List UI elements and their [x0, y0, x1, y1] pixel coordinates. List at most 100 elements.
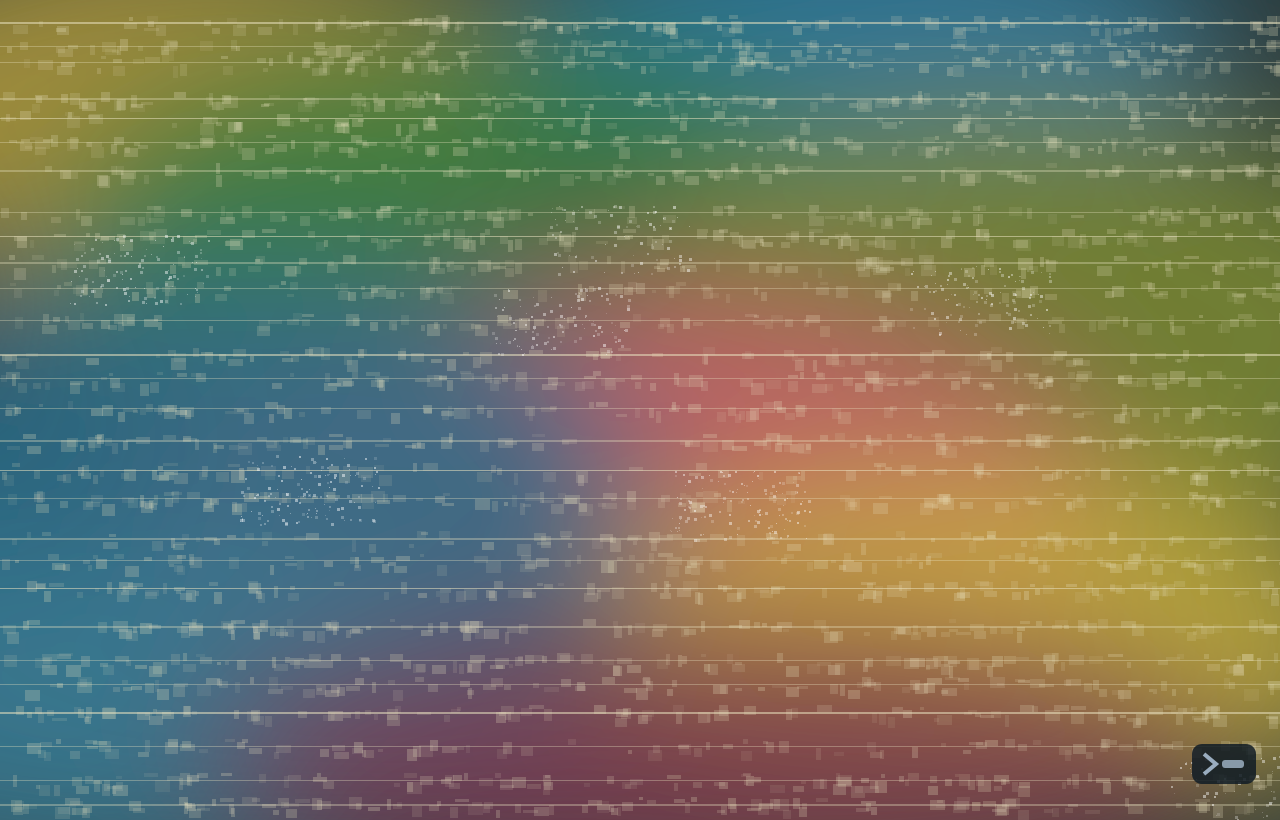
- glitch-dash: [585, 111, 590, 120]
- dark-widget-icon[interactable]: [1186, 734, 1262, 794]
- glitch-dash: [664, 581, 669, 593]
- glitch-dash: [1177, 171, 1191, 177]
- glitch-dash: [441, 21, 448, 33]
- glitch-dash: [729, 625, 742, 628]
- glitch-dash: [941, 237, 952, 248]
- glitch-speck: [189, 241, 190, 242]
- glitch-dash: [961, 532, 971, 539]
- glitch-speck: [295, 499, 298, 502]
- glitch-dash: [324, 240, 328, 247]
- scanline: [0, 538, 1280, 540]
- glitch-dash: [187, 805, 196, 811]
- glitch-dash: [1050, 138, 1057, 143]
- glitch-dash: [534, 533, 546, 541]
- glitch-dash: [702, 16, 717, 23]
- glitch-speck: [653, 206, 655, 208]
- glitch-dash: [182, 622, 196, 625]
- glitch-dash: [783, 168, 788, 175]
- glitch-dash: [45, 382, 50, 390]
- glitch-dash: [506, 169, 521, 178]
- glitch-speck: [534, 329, 535, 330]
- glitch-dash: [1263, 467, 1269, 476]
- glitch-dash: [425, 288, 433, 298]
- glitch-dash: [347, 59, 359, 66]
- glitch-dash: [203, 503, 214, 512]
- glitch-dash: [498, 438, 513, 448]
- glitch-dash: [212, 102, 224, 110]
- glitch-dash: [1051, 355, 1065, 360]
- glitch-dash: [953, 27, 966, 39]
- glitch-dash: [1101, 739, 1110, 748]
- glitch-dash: [420, 286, 425, 294]
- glitch-dash: [885, 467, 892, 470]
- glitch-dash: [1076, 374, 1088, 382]
- glitch-dash: [483, 685, 496, 690]
- glitch-speck: [618, 339, 621, 342]
- glitch-dash: [1013, 240, 1028, 248]
- glitch-speck: [754, 515, 755, 516]
- glitch-dash: [911, 238, 915, 249]
- glitch-dash: [672, 680, 677, 687]
- glitch-dash: [815, 20, 829, 31]
- glitch-dash: [891, 631, 897, 640]
- glitch-dash: [706, 742, 710, 750]
- glitch-dash: [319, 209, 328, 216]
- glitch-dash: [68, 45, 78, 49]
- glitch-dash: [375, 444, 389, 447]
- glitch-speck: [113, 274, 116, 277]
- glitch-dash: [587, 64, 594, 70]
- glitch-speck: [501, 353, 504, 356]
- glitch-dash: [165, 286, 176, 296]
- glitch-dash: [855, 383, 866, 392]
- glitch-speck: [961, 269, 962, 270]
- glitch-dash: [81, 473, 91, 479]
- glitch-dash: [229, 268, 236, 276]
- glitch-dash: [407, 146, 413, 153]
- glitch-dash: [453, 147, 468, 156]
- glitch-dash: [143, 236, 153, 240]
- glitch-dash: [209, 93, 213, 105]
- glitch-dash: [83, 501, 93, 510]
- glitch-dash: [1075, 592, 1090, 603]
- glitch-dash: [149, 500, 154, 508]
- glitch-dash: [893, 261, 905, 265]
- scanline: [0, 498, 1280, 499]
- glitch-dash: [616, 354, 621, 361]
- glitch-dash: [1170, 371, 1185, 381]
- glitch-speck: [572, 212, 575, 215]
- glitch-dash: [343, 381, 354, 386]
- glitch-dash: [718, 42, 722, 53]
- glitch-dash: [1192, 623, 1203, 628]
- glitch-dash: [908, 773, 919, 780]
- glitch-dash: [887, 434, 892, 440]
- glitch-speck: [754, 471, 755, 472]
- glitch-dash: [302, 314, 314, 317]
- glitch-dash: [953, 805, 966, 813]
- glitch-dash: [663, 215, 676, 223]
- glitch-dash: [91, 409, 103, 416]
- glitch-dash: [696, 539, 707, 542]
- glitch-dash: [352, 540, 356, 552]
- glitch-dash: [820, 326, 830, 337]
- glitch-dash: [1033, 740, 1041, 745]
- glitch-dash: [696, 492, 703, 497]
- glitch-dash: [861, 582, 876, 585]
- glitch-dash: [865, 786, 879, 793]
- glitch-dash: [1270, 66, 1280, 73]
- glitch-dash: [719, 705, 728, 716]
- glitch-dash: [1131, 112, 1140, 122]
- glitch-dash: [1053, 21, 1063, 25]
- glitch-dash: [123, 441, 128, 450]
- glitch-dash: [728, 407, 736, 416]
- glitch-dash: [1035, 589, 1040, 595]
- glitch-speck: [1049, 276, 1051, 278]
- glitch-dash: [852, 63, 860, 69]
- glitch-speck: [750, 505, 751, 506]
- glitch-dash: [256, 591, 262, 599]
- glitch-dash: [697, 229, 708, 233]
- glitch-dash: [736, 115, 747, 124]
- glitch-dash: [237, 660, 246, 670]
- glitch-dash: [844, 232, 848, 237]
- glitch-dash: [991, 347, 1002, 353]
- glitch-dash: [1080, 234, 1086, 244]
